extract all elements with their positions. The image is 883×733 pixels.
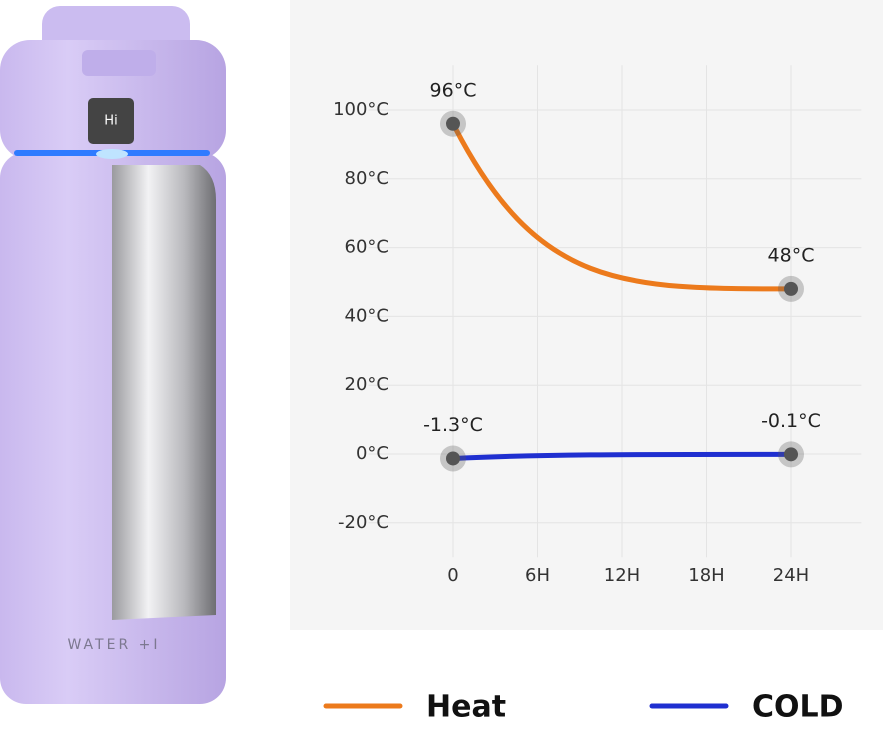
legend-label: Heat bbox=[426, 690, 506, 725]
y-tick-label: -20°C bbox=[338, 512, 389, 533]
y-tick-label: 100°C bbox=[333, 99, 389, 120]
x-tick-label: 0 bbox=[447, 565, 458, 586]
series-line bbox=[450, 121, 794, 292]
point bbox=[446, 116, 460, 131]
y-tick-label: 20°C bbox=[345, 374, 389, 395]
data-label: -1.3°C bbox=[423, 414, 483, 436]
data-label: -0.1°C bbox=[761, 410, 821, 432]
display-label: Hi bbox=[104, 114, 117, 129]
x-tick-label: 12H bbox=[604, 565, 640, 586]
data-label: 96°C bbox=[430, 79, 477, 101]
bottle: Hi WATER +I bbox=[0, 6, 226, 704]
x-tick-label: 24H bbox=[773, 565, 809, 586]
x-tick-label: 18H bbox=[688, 565, 724, 586]
series-line bbox=[450, 451, 794, 461]
data-label: 48°C bbox=[768, 244, 815, 266]
x-tick-label: 6H bbox=[525, 565, 550, 586]
y-tick-label: 80°C bbox=[345, 168, 389, 189]
legend-label: COLD bbox=[752, 690, 844, 725]
chart-panel bbox=[290, 0, 883, 630]
y-tick-label: 60°C bbox=[345, 237, 389, 258]
y-tick-label: 40°C bbox=[345, 305, 389, 326]
y-tick-label: 0°C bbox=[356, 443, 389, 464]
point bbox=[446, 451, 460, 466]
point bbox=[784, 281, 798, 296]
point bbox=[784, 447, 798, 462]
brand-label: WATER +I bbox=[67, 637, 160, 653]
